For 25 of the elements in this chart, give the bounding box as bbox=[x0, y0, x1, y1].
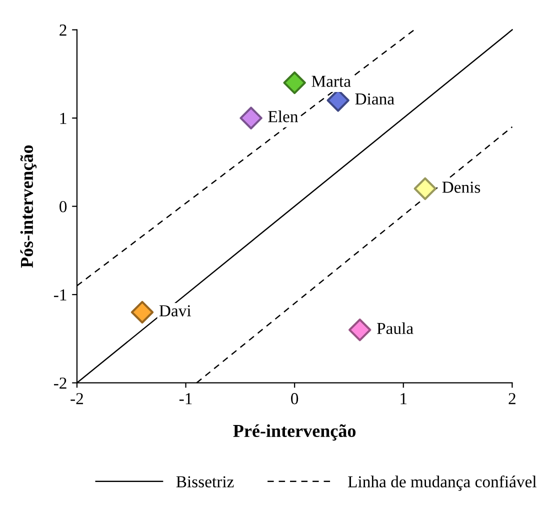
series-label: Paula bbox=[377, 322, 414, 334]
y-tick-label: -1 bbox=[54, 289, 66, 300]
y-tick-label: 2 bbox=[60, 24, 66, 36]
x-tick-label: 0 bbox=[291, 393, 298, 404]
x-axis-title: Pré-intervenção bbox=[233, 424, 356, 441]
point bbox=[240, 106, 262, 130]
point bbox=[414, 177, 436, 200]
point bbox=[348, 318, 372, 342]
y-tick-label: 0 bbox=[60, 201, 67, 212]
series-label: Denis bbox=[442, 182, 480, 193]
x-tick-label: 1 bbox=[400, 393, 407, 404]
series-label: Marta bbox=[312, 76, 351, 87]
x-tick-label: -1 bbox=[179, 393, 192, 404]
series-label: Elen bbox=[268, 110, 298, 122]
y-axis-title: Pós-intervenção bbox=[20, 145, 37, 268]
point bbox=[130, 300, 154, 324]
series-label: Davi bbox=[159, 305, 191, 316]
legend-label: Bissetriz bbox=[176, 476, 234, 488]
x-tick-label: 2 bbox=[508, 393, 516, 404]
point bbox=[283, 71, 306, 94]
y-tick-label: -2 bbox=[54, 378, 66, 389]
x-tick-label: -2 bbox=[70, 393, 83, 404]
series-label: Diana bbox=[355, 93, 394, 105]
legend-label: Linha de mudança confiável bbox=[348, 476, 536, 491]
y-tick-label: 1 bbox=[60, 112, 66, 124]
